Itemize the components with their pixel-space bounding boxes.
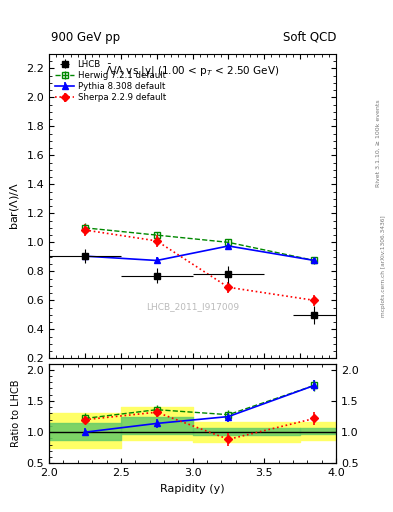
Text: LHCB_2011_I917009: LHCB_2011_I917009	[146, 302, 239, 311]
Legend: LHCB, Herwig 7.2.1 default, Pythia 8.308 default, Sherpa 2.2.9 default: LHCB, Herwig 7.2.1 default, Pythia 8.308…	[53, 58, 167, 104]
Text: mcplots.cern.ch [arXiv:1306.3436]: mcplots.cern.ch [arXiv:1306.3436]	[381, 216, 386, 317]
Text: Rivet 3.1.10, ≥ 100k events: Rivet 3.1.10, ≥ 100k events	[376, 99, 380, 187]
Text: 900 GeV pp: 900 GeV pp	[51, 31, 120, 44]
X-axis label: Rapidity (y): Rapidity (y)	[160, 484, 225, 494]
Text: $\bar{\Lambda}/\Lambda$ vs |y| (1.00 < p$_{T}$ < 2.50 GeV): $\bar{\Lambda}/\Lambda$ vs |y| (1.00 < p…	[105, 63, 280, 79]
Text: Soft QCD: Soft QCD	[283, 31, 336, 44]
Y-axis label: Ratio to LHCB: Ratio to LHCB	[11, 380, 21, 447]
Y-axis label: bar($\Lambda$)/$\Lambda$: bar($\Lambda$)/$\Lambda$	[8, 182, 21, 230]
